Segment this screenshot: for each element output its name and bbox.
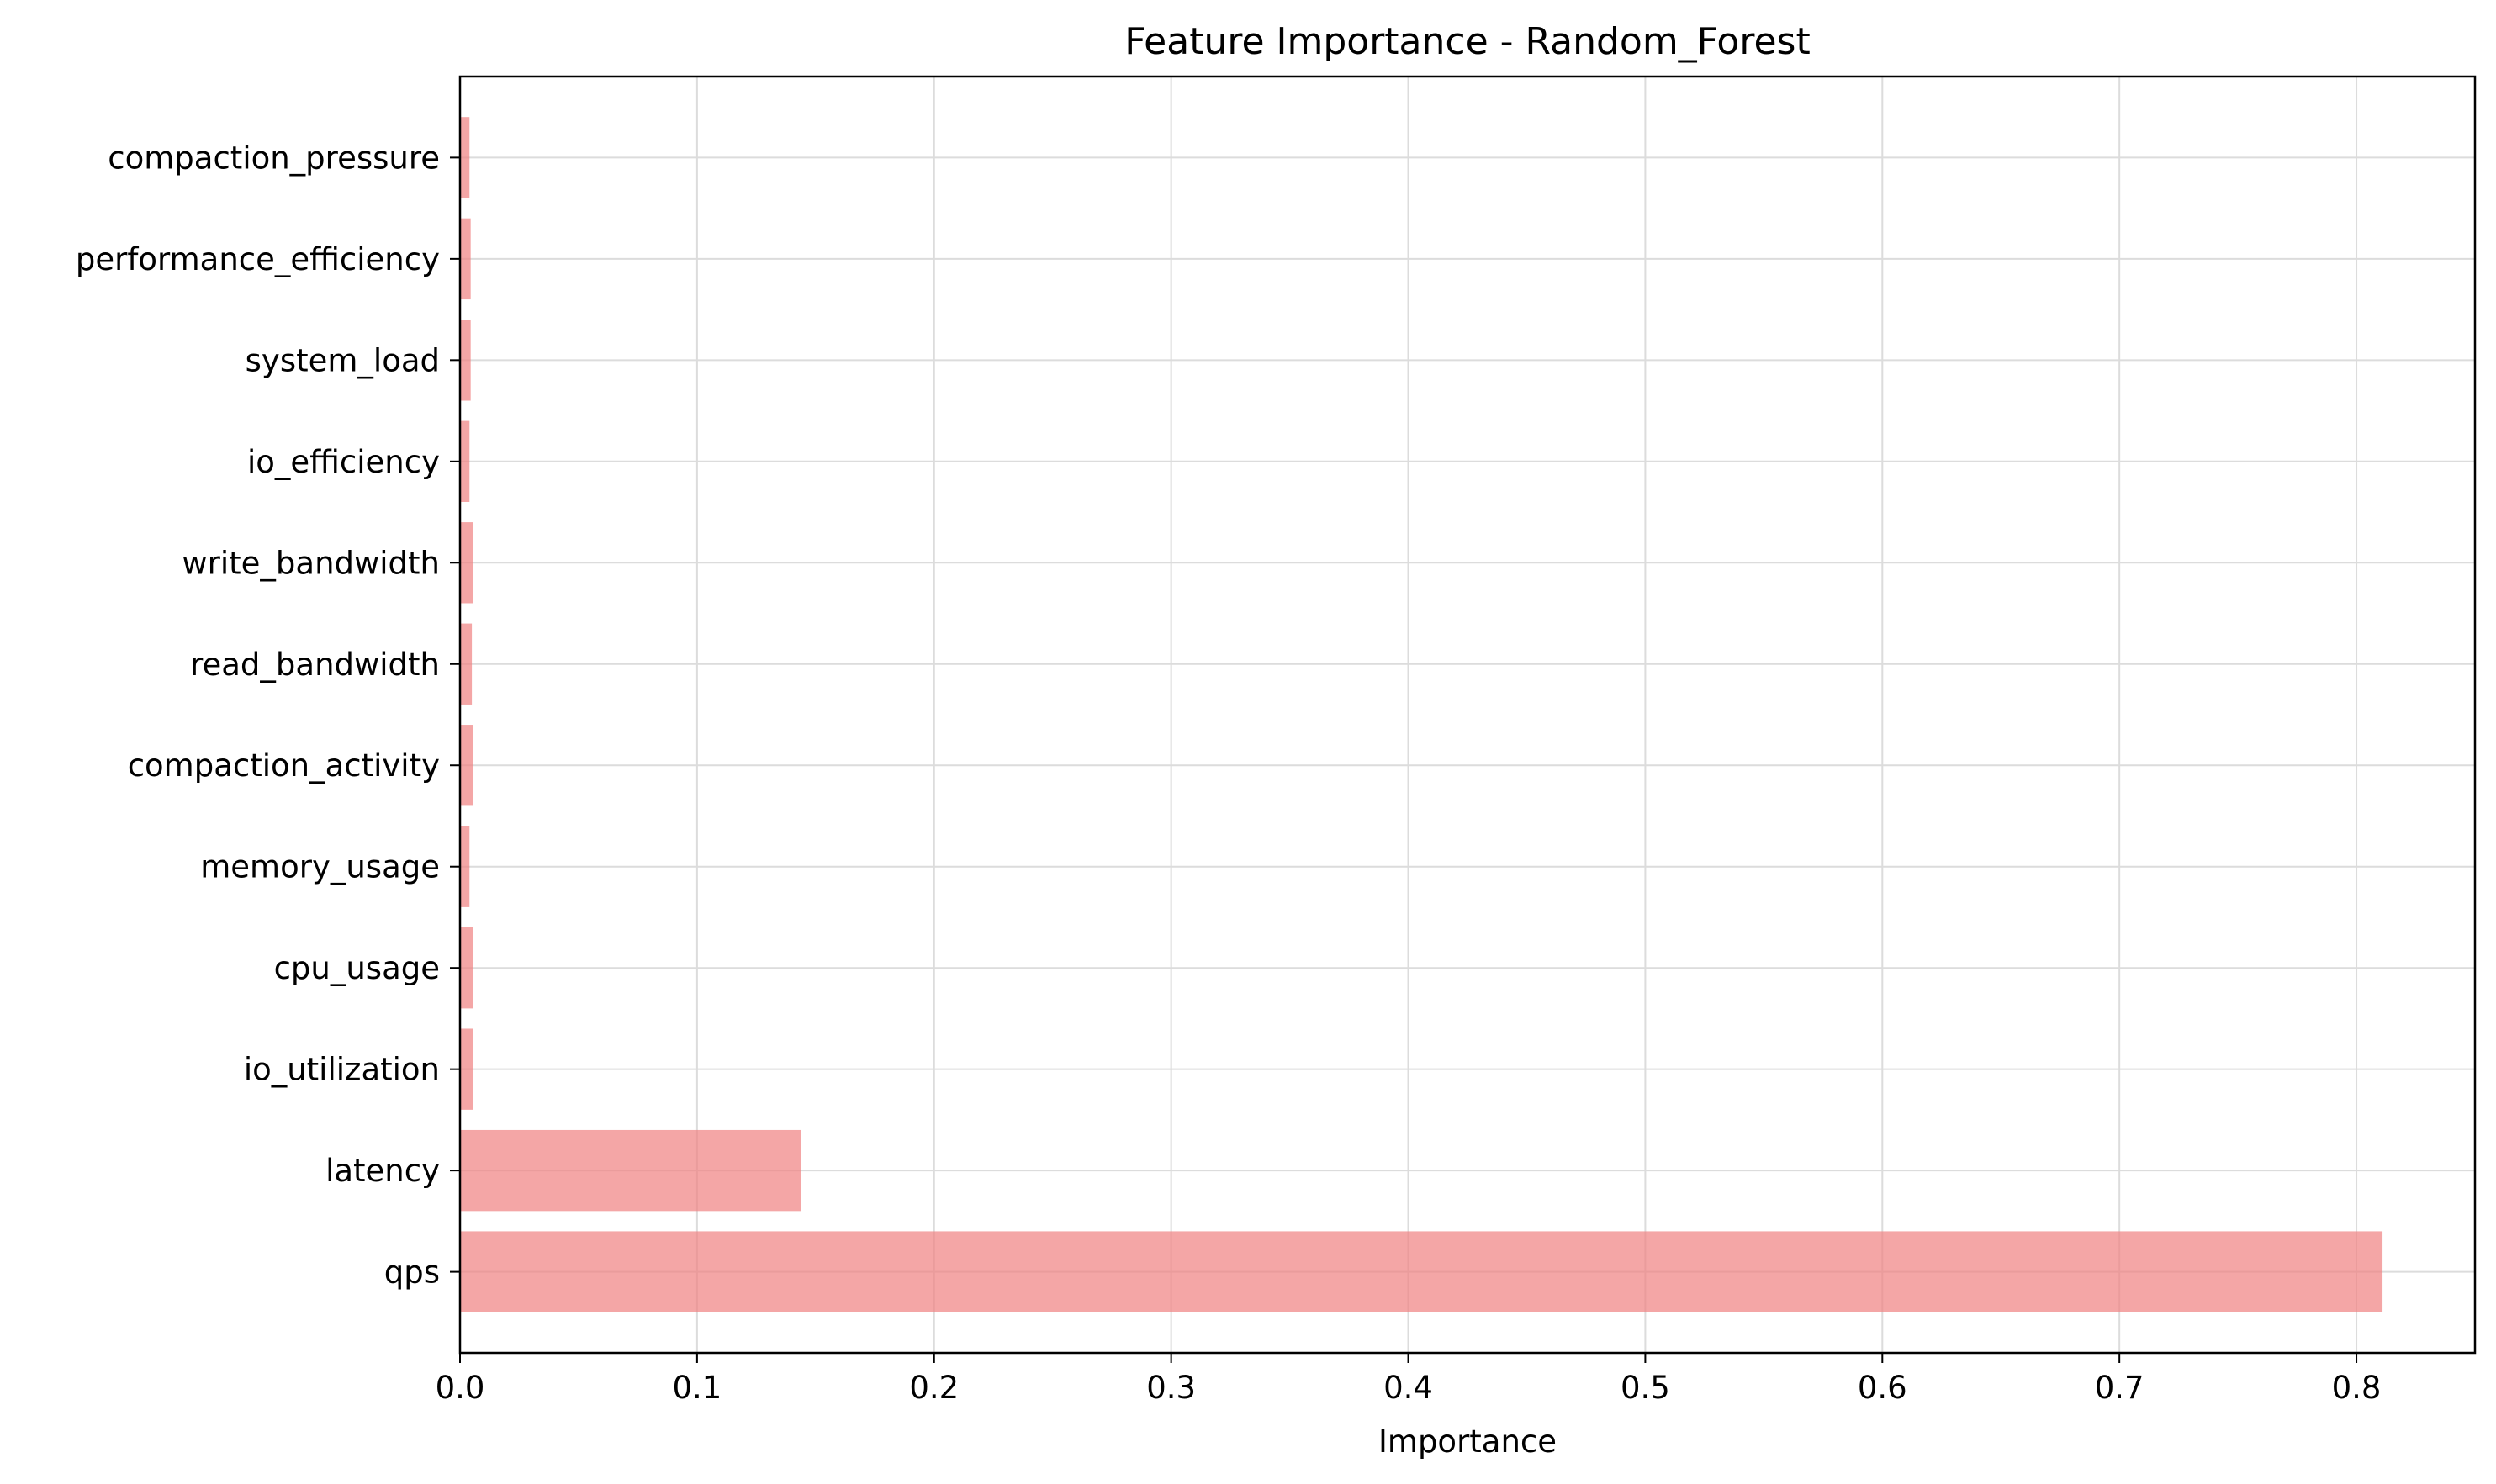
y-tick-label: system_load [246, 342, 440, 378]
y-tick-label: io_efficiency [247, 444, 440, 480]
x-tick-label: 0.0 [436, 1370, 485, 1406]
y-tick-label: performance_efficiency [76, 241, 440, 277]
x-tick-label: 0.2 [909, 1370, 959, 1406]
x-tick-label: 0.6 [1858, 1370, 1907, 1406]
bar-cpu-usage [460, 927, 473, 1009]
plot-frame [458, 75, 2477, 1355]
y-axis: qps latency io_utilization cpu_usage memory_… [76, 140, 460, 1291]
chart-title: Feature Importance - Random_Forest [1124, 20, 1810, 63]
y-tick-label: compaction_pressure [108, 140, 440, 176]
x-tick-label: 0.5 [1621, 1370, 1670, 1406]
bar-read-bandwidth [460, 623, 473, 705]
x-tick-label: 0.3 [1146, 1370, 1196, 1406]
y-tick-label: write_bandwidth [182, 545, 440, 581]
y-tick-label: latency [325, 1153, 440, 1189]
y-tick-label: cpu_usage [274, 950, 440, 986]
y-tick-label: read_bandwidth [190, 647, 440, 683]
bars-layer [460, 117, 2383, 1312]
x-tick-label: 0.1 [672, 1370, 722, 1406]
bar-io-utilization [460, 1028, 473, 1110]
y-tick-label: compaction_activity [128, 747, 440, 784]
bar-performance-efficiency [460, 218, 471, 300]
y-tick-label: qps [384, 1254, 440, 1291]
x-axis: 0.0 0.1 0.2 0.3 0.4 0.5 0.6 0.7 0.8 [436, 1353, 2382, 1406]
y-tick-label: memory_usage [200, 849, 440, 885]
x-axis-label: Importance [1378, 1423, 1557, 1460]
x-tick-label: 0.8 [2332, 1370, 2382, 1406]
x-tick-label: 0.4 [1383, 1370, 1433, 1406]
bar-system-load [460, 320, 471, 401]
bar-io-efficiency [460, 420, 470, 502]
y-tick-label: io_utilization [244, 1052, 440, 1088]
bar-write-bandwidth [460, 522, 473, 604]
bar-compaction-activity [460, 725, 473, 806]
bar-memory-usage [460, 826, 470, 907]
x-tick-label: 0.7 [2095, 1370, 2144, 1406]
bar-compaction-pressure [460, 117, 470, 198]
bar-qps [460, 1231, 2383, 1312]
bar-latency [460, 1129, 801, 1212]
